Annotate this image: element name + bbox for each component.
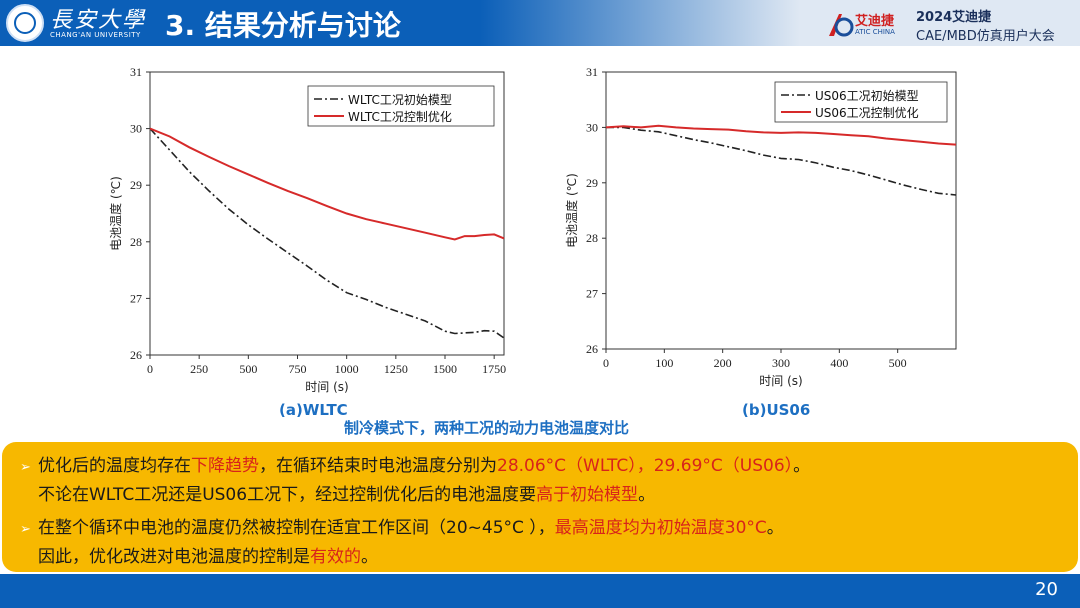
series-initial-line [606,126,957,196]
x-tick-label: 1500 [433,362,457,376]
x-tick-label: 1250 [384,362,408,376]
y-tick-label: 28 [586,231,598,245]
page-number: 20 [1035,579,1058,600]
body-text: ，在循环结束时电池温度分别为 [259,456,497,476]
arrow-bullet-icon: ➢ [20,460,31,475]
highlight-text: 下降趋势 [191,456,259,476]
y-tick-label: 31 [130,65,142,79]
body-text: 。 [638,485,656,505]
legend-box [774,81,948,123]
chart-us06: 0 100 200 300 400 500 26 27 28 29 30 31 时间 (s) 电池温度 (… [550,52,974,402]
y-tick-label: 26 [586,342,598,356]
bullet-1: ➢ 优化后的温度均存在下降趋势，在循环结束时电池温度分别为28.06°C（WLTC… [20,451,810,476]
x-tick-label: 250 [190,362,208,376]
x-tick-label: 200 [714,356,732,370]
y-tick-label: 29 [130,178,142,192]
x-axis-label: 时间 (s) [759,374,802,388]
highlight-text: 28.06°C（WLTC），29.69°C（US06） [497,456,794,476]
y-tick-label: 27 [130,291,142,305]
caption-wltc: (a)WLTC [279,401,348,419]
x-tick-label: 300 [772,356,790,370]
header-gradient [480,0,800,46]
highlight-text: 最高温度均为初始温度30°C [554,518,767,538]
y-tick-label: 30 [586,120,598,134]
conference-name: CAE/MBD仿真用户大会 [916,29,1055,44]
x-tick-label: 500 [239,362,257,376]
conference-brand-en: ATIC CHINA [855,28,895,36]
legend: WLTC工况初始模型 WLTC工况控制优化 [307,85,495,127]
y-tick-label: 27 [586,287,598,301]
body-text: 。 [793,456,811,476]
university-seal-icon [6,4,44,42]
x-tick-label: 500 [889,356,907,370]
header-blue-band [0,0,480,46]
x-tick-label: 0 [603,356,609,370]
legend-box [307,85,495,127]
atic-logo-icon [829,14,854,37]
legend-label: WLTC工况初始模型 [348,93,452,107]
chart-wltc: 0 250 500 750 1000 1250 1500 1750 26 27 28 29 30 31 时间… [102,52,522,402]
y-tick-label: 30 [130,122,142,136]
slide-footer: 20 [0,574,1080,608]
bullet-2-continued: 因此，优化改进对电池温度的控制是有效的。 [20,542,378,567]
body-text: 在整个循环中电池的温度仍然被控制在适宜工作区间（20~45°C ）， [38,518,555,538]
highlight-text: 高于初始模型 [536,485,639,505]
y-tick-label: 29 [586,176,598,190]
y-tick-label: 28 [130,235,142,249]
bullet-2: ➢ 在整个循环中电池的温度仍然被控制在适宜工作区间（20~45°C ），最高温度均… [20,513,784,538]
x-axis-label: 时间 (s) [305,380,348,394]
x-tick-label: 400 [830,356,848,370]
highlight-text: 有效的 [310,547,361,567]
body-text: 优化后的温度均存在 [38,456,191,476]
y-axis-label: 电池温度 (℃) [564,173,579,248]
slide-title: 3. 结果分析与讨论 [165,9,401,42]
x-tick-label: 1750 [482,362,506,376]
caption-us06: (b)US06 [742,401,811,419]
series-optimized-line [149,127,505,241]
conference-brand-cn: 艾迪捷 [855,14,895,29]
university-name-cn: 長安大學 [50,8,147,33]
legend-label: US06工况初始模型 [815,89,919,103]
chart-wltc-svg: 0 250 500 750 1000 1250 1500 1750 26 27 28 29 30 31 时间… [108,65,506,394]
x-tick-label: 1000 [335,362,359,376]
chart-us06-svg: 0 100 200 300 400 500 26 27 28 29 30 31 时间 (s) 电池温度 (… [564,65,957,388]
legend: US06工况初始模型 US06工况控制优化 [774,81,948,123]
series-initial-line [149,128,505,339]
conclusion-box [2,442,1078,572]
x-tick-label: 100 [655,356,673,370]
conference-year: 2024艾迪捷 [916,10,992,25]
arrow-bullet-icon: ➢ [20,522,31,537]
university-name-en: CHANG'AN UNIVERSITY [50,31,141,39]
body-text: 。 [361,547,378,567]
y-tick-label: 31 [586,65,598,79]
body-text: 。 [766,518,784,538]
legend-label: US06工况控制优化 [815,106,919,120]
figure-caption: 制冷模式下，两种工况的动力电池温度对比 [344,419,630,437]
y-axis-label: 电池温度 (℃) [108,176,123,251]
x-tick-label: 750 [289,362,307,376]
y-tick-label: 26 [130,348,142,362]
body-text: 不论在WLTC工况还是US06工况下，经过控制优化后的电池温度要 [38,485,537,505]
legend-label: WLTC工况控制优化 [348,110,452,124]
bullet-1-continued: 不论在WLTC工况还是US06工况下，经过控制优化后的电池温度要高于初始模型。 [20,480,655,505]
slide-header: 長安大學 CHANG'AN UNIVERSITY 3. 结果分析与讨论 艾迪捷 … [0,0,1080,46]
x-tick-label: 0 [147,362,153,376]
series-optimized-line [605,124,957,146]
body-text: 因此，优化改进对电池温度的控制是 [38,547,310,567]
